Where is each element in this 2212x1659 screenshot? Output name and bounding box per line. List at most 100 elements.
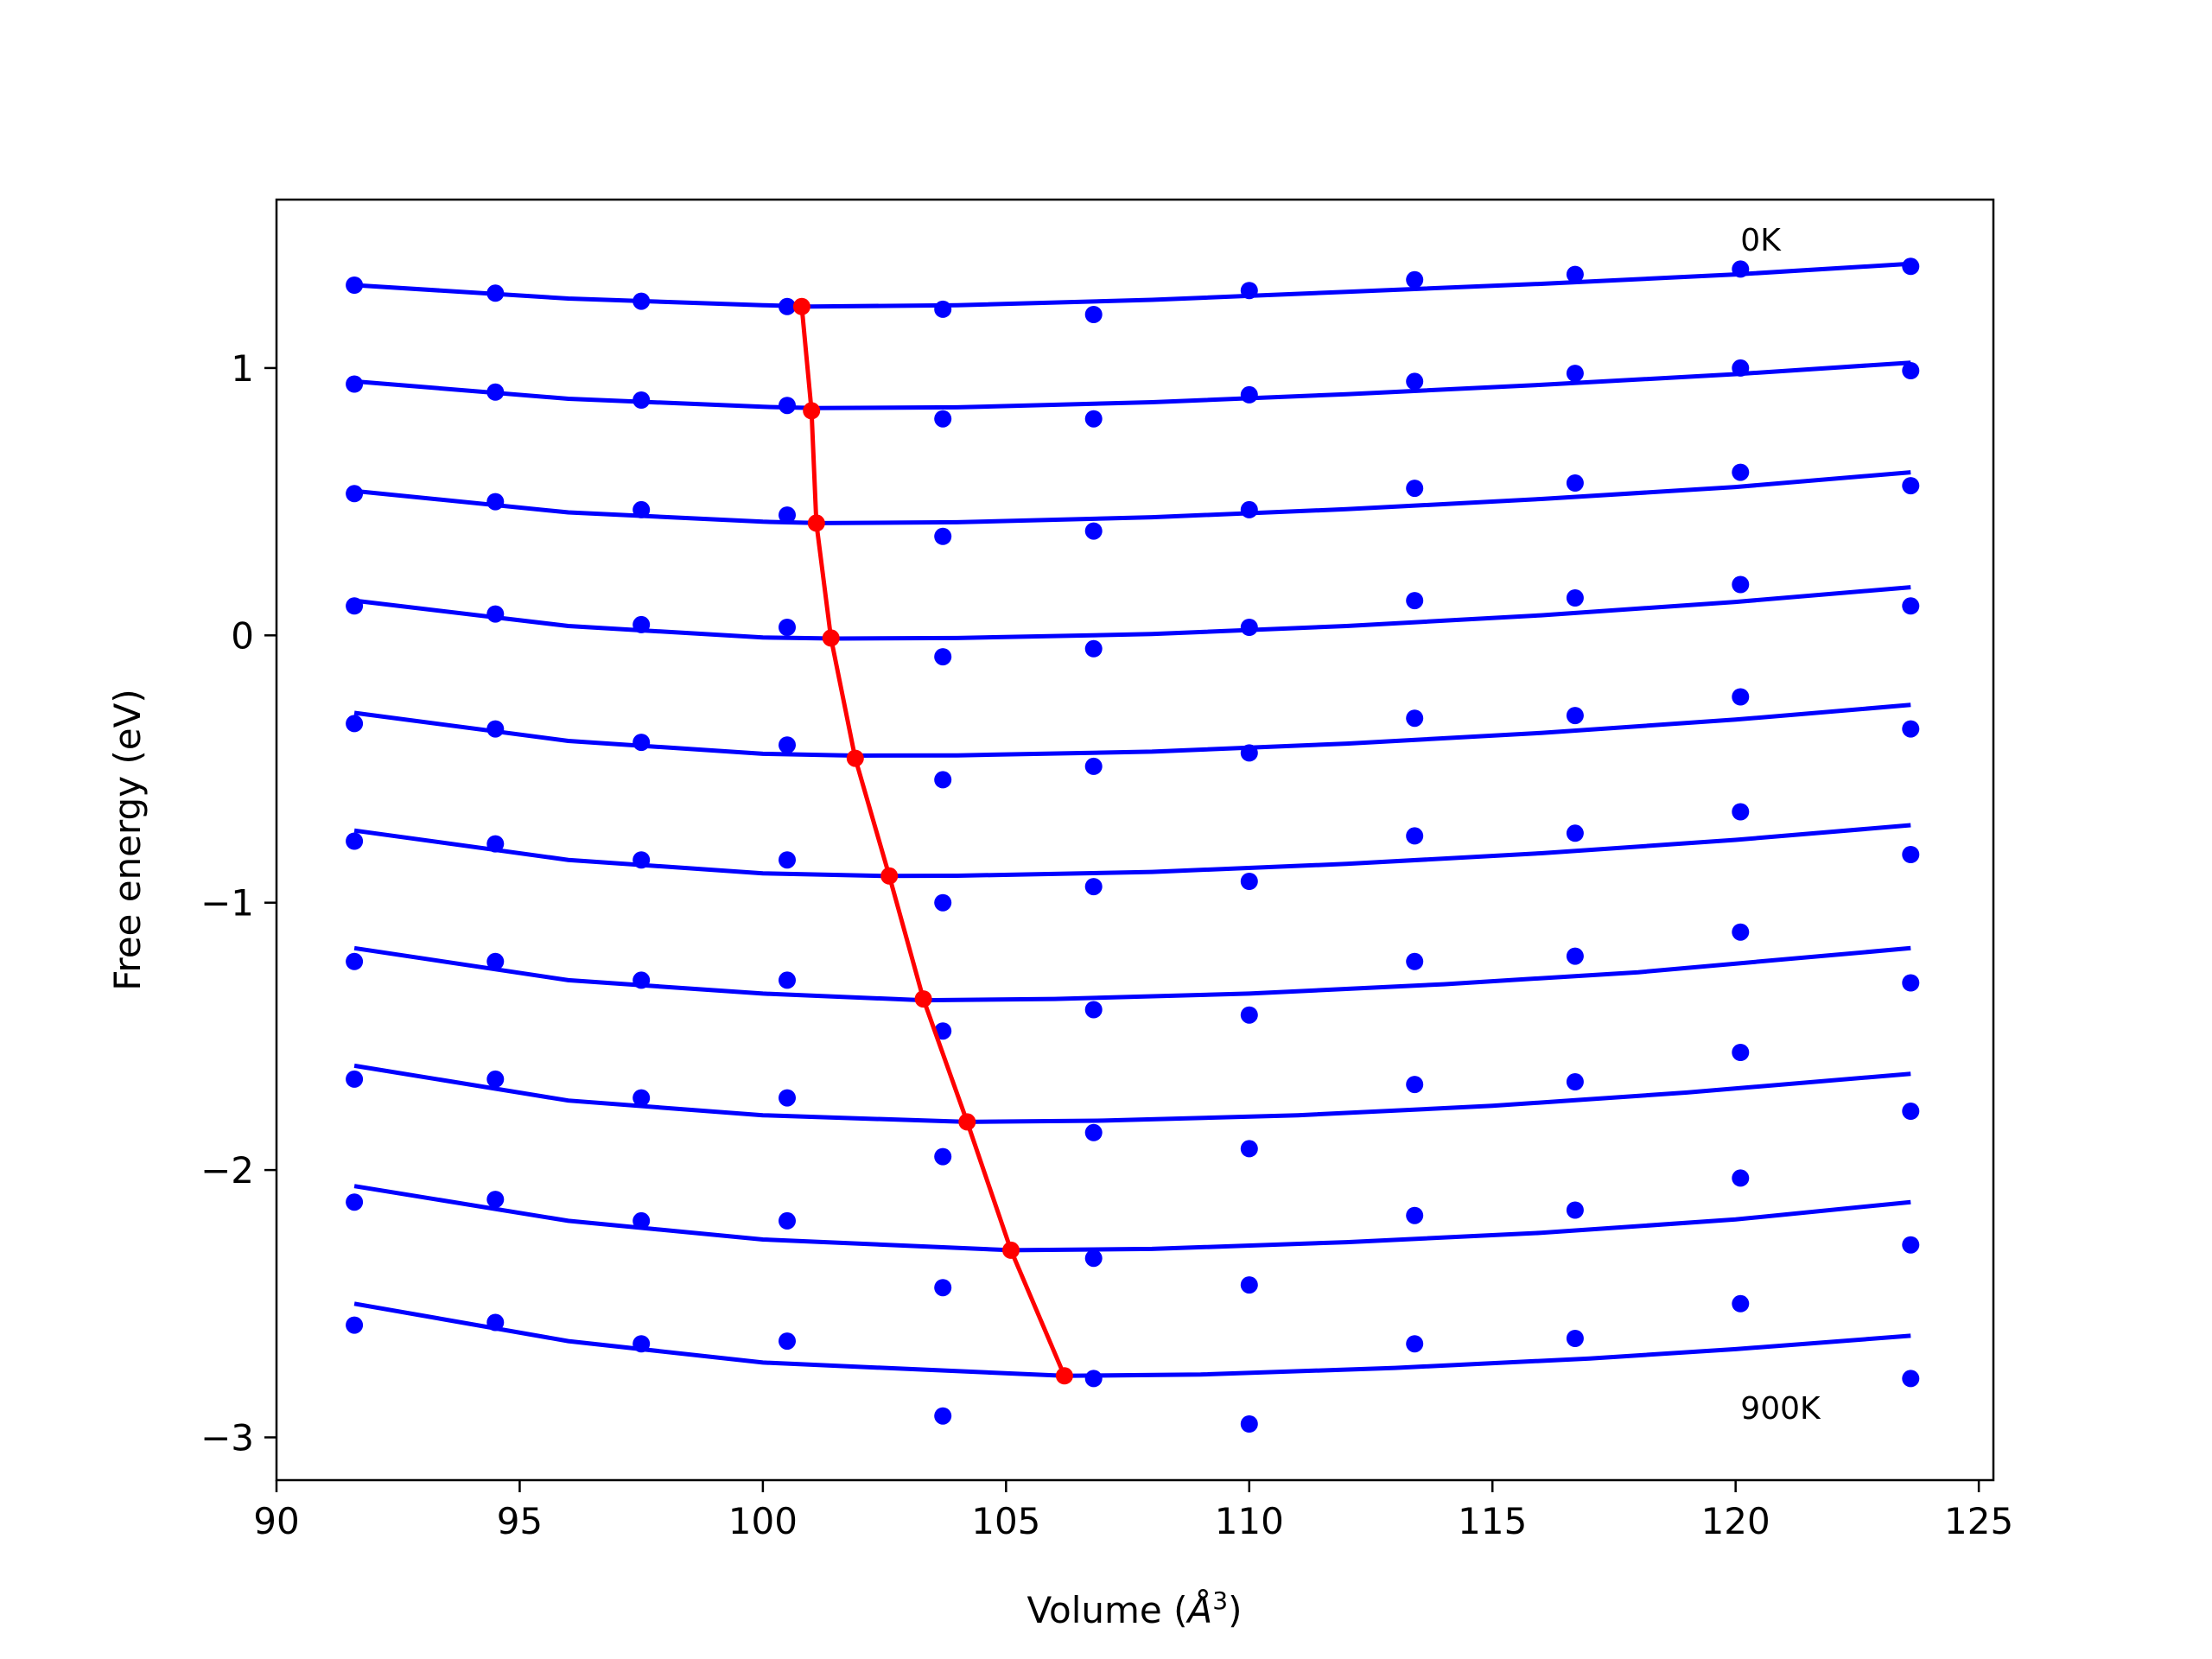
series-4 <box>346 688 1920 789</box>
data-point-7-9 <box>1732 1044 1750 1061</box>
fit-curve-3 <box>353 585 1911 641</box>
data-point-3-7 <box>1406 592 1424 610</box>
data-point-4-6 <box>1240 744 1258 762</box>
data-point-0-7 <box>1406 270 1424 289</box>
data-point-9-5 <box>1084 1370 1103 1388</box>
minima-line <box>799 306 1067 1377</box>
data-point-1-1 <box>486 383 505 401</box>
data-point-8-7 <box>1406 1206 1424 1224</box>
data-point-5-1 <box>486 835 505 853</box>
minimum-point-0 <box>792 297 810 315</box>
data-point-3-0 <box>346 597 364 615</box>
data-point-4-9 <box>1732 688 1750 706</box>
y-axis-title: Free energy (eV) <box>106 689 149 991</box>
data-point-5-10 <box>1902 846 1920 863</box>
data-point-3-9 <box>1732 575 1750 594</box>
data-point-4-1 <box>486 720 505 738</box>
data-point-8-9 <box>1732 1169 1750 1187</box>
data-point-9-1 <box>486 1313 505 1332</box>
series-7 <box>346 1044 1920 1166</box>
x-axis-title-exponent: 3 <box>1212 1586 1228 1615</box>
data-point-5-9 <box>1732 803 1750 821</box>
data-point-1-9 <box>1732 359 1750 377</box>
x-axis-title: Volume (Å3) <box>1027 1586 1243 1631</box>
data-point-1-4 <box>934 410 952 428</box>
data-point-0-4 <box>934 300 952 318</box>
plot-marks <box>346 257 1920 1433</box>
data-point-7-7 <box>1406 1076 1424 1094</box>
y-axis: −3 −2 −1 0 1 <box>200 347 276 1459</box>
series-1 <box>346 359 1920 428</box>
minimum-point-7 <box>958 1113 976 1131</box>
data-point-9-10 <box>1902 1370 1920 1388</box>
fit-curve-7 <box>353 1063 1911 1124</box>
data-point-4-2 <box>632 734 651 752</box>
series-0 <box>346 257 1920 323</box>
data-point-5-3 <box>779 851 796 869</box>
data-point-1-6 <box>1240 385 1258 404</box>
data-point-7-0 <box>346 1070 364 1088</box>
annotations: 0K 900K <box>1740 223 1821 1427</box>
data-point-4-7 <box>1406 709 1424 728</box>
data-point-7-10 <box>1902 1103 1920 1120</box>
fit-curve-0 <box>353 261 1911 309</box>
data-point-8-6 <box>1240 1276 1258 1294</box>
data-point-8-4 <box>934 1279 952 1297</box>
x-axis-title-symbol: Å <box>1185 1588 1213 1631</box>
data-point-5-7 <box>1406 827 1424 845</box>
data-point-1-3 <box>779 397 796 415</box>
data-point-2-1 <box>486 493 505 511</box>
x-tick-label-3: 105 <box>971 1500 1040 1542</box>
data-point-2-10 <box>1902 477 1920 495</box>
fit-curve-8 <box>353 1184 1911 1253</box>
data-point-5-0 <box>346 832 364 850</box>
data-point-8-2 <box>632 1211 651 1230</box>
data-point-8-5 <box>1084 1249 1103 1268</box>
data-point-4-3 <box>779 736 796 754</box>
data-point-2-3 <box>779 506 796 524</box>
data-point-3-3 <box>779 619 796 636</box>
data-point-9-2 <box>632 1335 651 1353</box>
data-point-6-3 <box>779 971 796 989</box>
x-tick-label-5: 115 <box>1458 1500 1527 1542</box>
data-point-1-7 <box>1406 372 1424 391</box>
y-tick-label-3: 0 <box>231 614 254 657</box>
x-tick-label-4: 110 <box>1215 1500 1284 1542</box>
series-3 <box>346 575 1920 666</box>
data-point-6-1 <box>486 952 505 970</box>
data-point-6-9 <box>1732 923 1750 941</box>
data-point-5-6 <box>1240 873 1258 890</box>
data-point-5-4 <box>934 893 952 912</box>
data-point-7-2 <box>632 1089 651 1107</box>
data-point-1-8 <box>1566 365 1584 383</box>
y-tick-label-0: −3 <box>200 1416 254 1459</box>
minimum-point-4 <box>846 749 864 767</box>
x-tick-label-2: 100 <box>728 1500 798 1542</box>
data-point-5-2 <box>632 851 651 869</box>
data-point-5-5 <box>1084 878 1103 896</box>
data-point-7-5 <box>1084 1123 1103 1141</box>
data-point-0-10 <box>1902 257 1920 276</box>
fit-curve-5 <box>353 823 1911 879</box>
minimum-point-1 <box>803 402 821 420</box>
data-point-0-3 <box>779 297 796 315</box>
data-point-6-10 <box>1902 974 1920 992</box>
series-8 <box>346 1169 1920 1297</box>
data-point-4-0 <box>346 715 364 733</box>
x-tick-label-7: 125 <box>1944 1500 2013 1542</box>
data-point-8-8 <box>1566 1201 1584 1219</box>
data-point-1-5 <box>1084 410 1103 428</box>
data-point-8-0 <box>346 1193 364 1211</box>
data-point-2-4 <box>934 527 952 545</box>
data-point-4-5 <box>1084 757 1103 775</box>
data-point-3-5 <box>1084 639 1103 658</box>
data-point-9-8 <box>1566 1330 1584 1347</box>
data-point-7-1 <box>486 1070 505 1088</box>
series-5 <box>346 803 1920 912</box>
data-point-3-10 <box>1902 597 1920 615</box>
x-axis: 90 95 100 105 110 115 120 125 <box>253 1480 2013 1542</box>
data-point-3-1 <box>486 605 505 623</box>
data-point-8-3 <box>779 1211 796 1230</box>
data-point-0-0 <box>346 276 364 294</box>
